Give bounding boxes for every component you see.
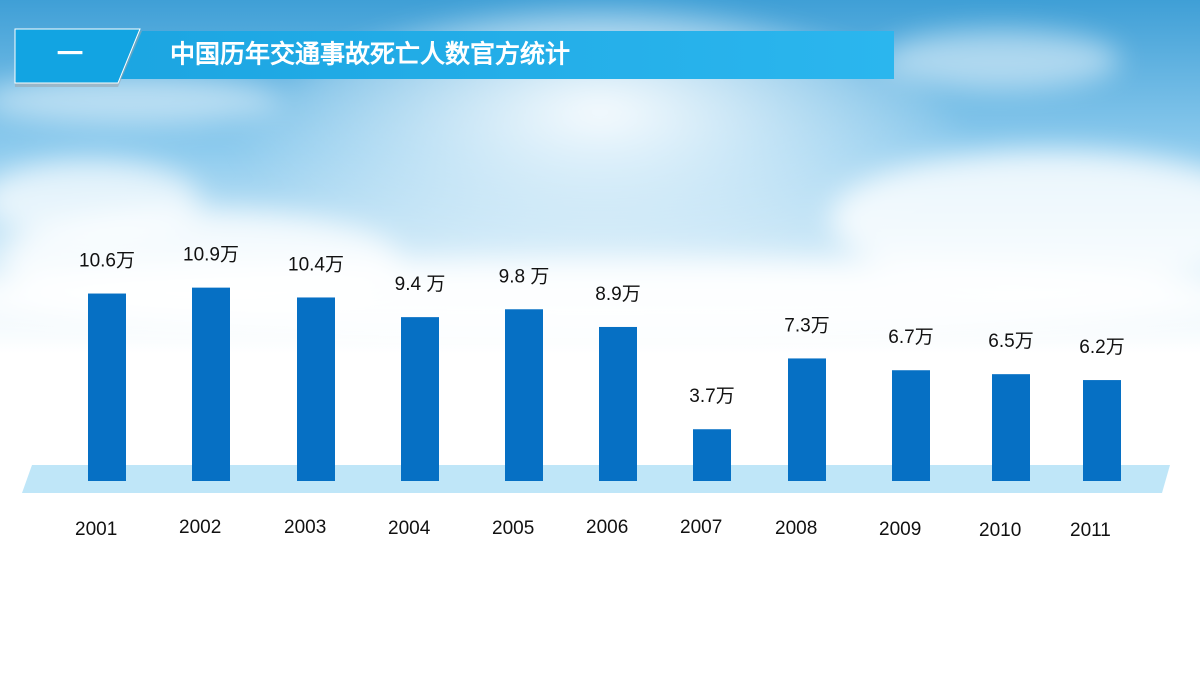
x-tick-label: 2011	[1070, 520, 1111, 541]
value-label: 3.7万	[689, 386, 734, 407]
x-tick-label: 2005	[492, 518, 534, 539]
header-number: 一	[57, 39, 83, 69]
bar	[192, 287, 230, 481]
x-tick-label: 2004	[388, 518, 431, 539]
value-label: 9.8 万	[499, 266, 550, 287]
bar	[693, 429, 731, 481]
bar	[505, 309, 543, 481]
plot	[88, 287, 1121, 481]
value-label: 7.3万	[784, 315, 829, 336]
value-label: 10.4万	[288, 254, 344, 275]
x-tick-label: 2007	[680, 517, 722, 538]
header-number-box	[14, 28, 141, 84]
header-bar	[18, 31, 894, 79]
bar	[599, 326, 637, 481]
x-tick-label: 2002	[179, 517, 221, 538]
value-label: 9.4 万	[395, 274, 446, 295]
value-label: 6.7万	[888, 327, 933, 348]
x-tick-label: 2006	[586, 517, 628, 538]
bar	[992, 374, 1030, 481]
bar	[788, 358, 826, 481]
bar	[401, 317, 439, 481]
value-label: 6.2万	[1079, 337, 1124, 358]
x-tick-label: 2010	[979, 520, 1021, 541]
x-tick-label: 2009	[879, 519, 921, 540]
x-tick-label: 2003	[284, 517, 326, 538]
bar	[88, 293, 126, 481]
bar	[892, 370, 930, 481]
chart-title: 中国历年交通事故死亡人数官方统计	[170, 40, 570, 69]
value-label: 10.6万	[79, 251, 135, 272]
value-label: 8.9万	[595, 284, 640, 305]
clouds	[0, 10, 1200, 350]
value-label: 10.9万	[183, 245, 239, 266]
bar	[297, 297, 335, 481]
x-tick-label: 2001	[75, 519, 117, 540]
value-label: 6.5万	[988, 331, 1033, 352]
x-tick-label: 2008	[775, 518, 817, 539]
bar	[1083, 380, 1121, 481]
